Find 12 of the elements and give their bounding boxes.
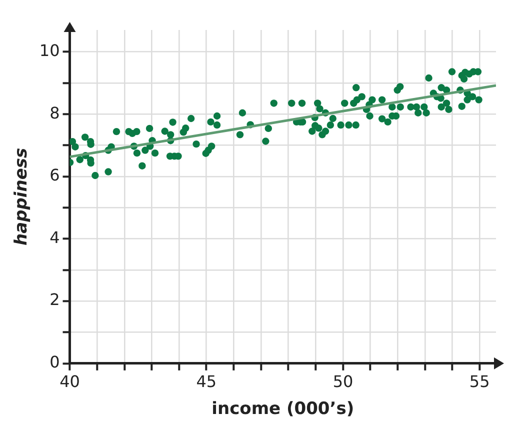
y-tick-label: 4	[50, 228, 60, 247]
y-tick-label: 6	[50, 166, 60, 185]
x-tick-label: 40	[60, 372, 80, 392]
y-tick-label: 0	[50, 352, 60, 372]
x-axis-title: income (000’s)	[212, 399, 354, 420]
x-tick-label: 50	[332, 372, 354, 392]
x-tick-label: 45	[196, 372, 217, 392]
y-tick-label: 10	[39, 40, 60, 60]
y-tick-label: 2	[50, 290, 60, 310]
y-tick-label: 8	[50, 103, 60, 122]
x-tick-label: 55	[469, 372, 490, 392]
y-axis-title: happiness	[12, 148, 32, 246]
